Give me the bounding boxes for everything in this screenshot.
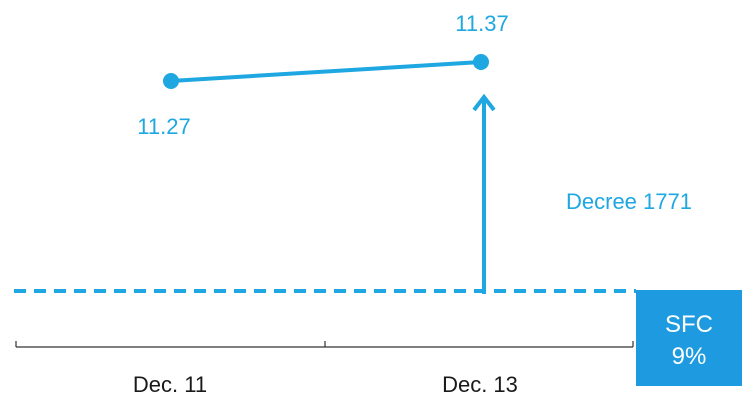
data-label: 11.27 — [137, 114, 190, 139]
series-line — [170, 60, 482, 83]
annotation-label: Decree 1771 — [566, 189, 692, 214]
x-axis: Dec. 11 Dec. 13 — [15, 341, 634, 396]
data-point — [473, 54, 489, 70]
annotation-arrow-head — [472, 93, 496, 112]
data-label: 11.37 — [455, 11, 508, 36]
data-point — [163, 73, 179, 89]
series-group: 11.27 11.37 — [137, 11, 508, 139]
x-tick-label: Dec. 11 — [133, 372, 207, 396]
reference-badge-label-line2: 9% — [672, 343, 707, 370]
reference-badge-label-line1: SFC — [665, 311, 713, 338]
x-tick-label: Dec. 13 — [442, 372, 518, 396]
reference-badge — [636, 290, 742, 386]
